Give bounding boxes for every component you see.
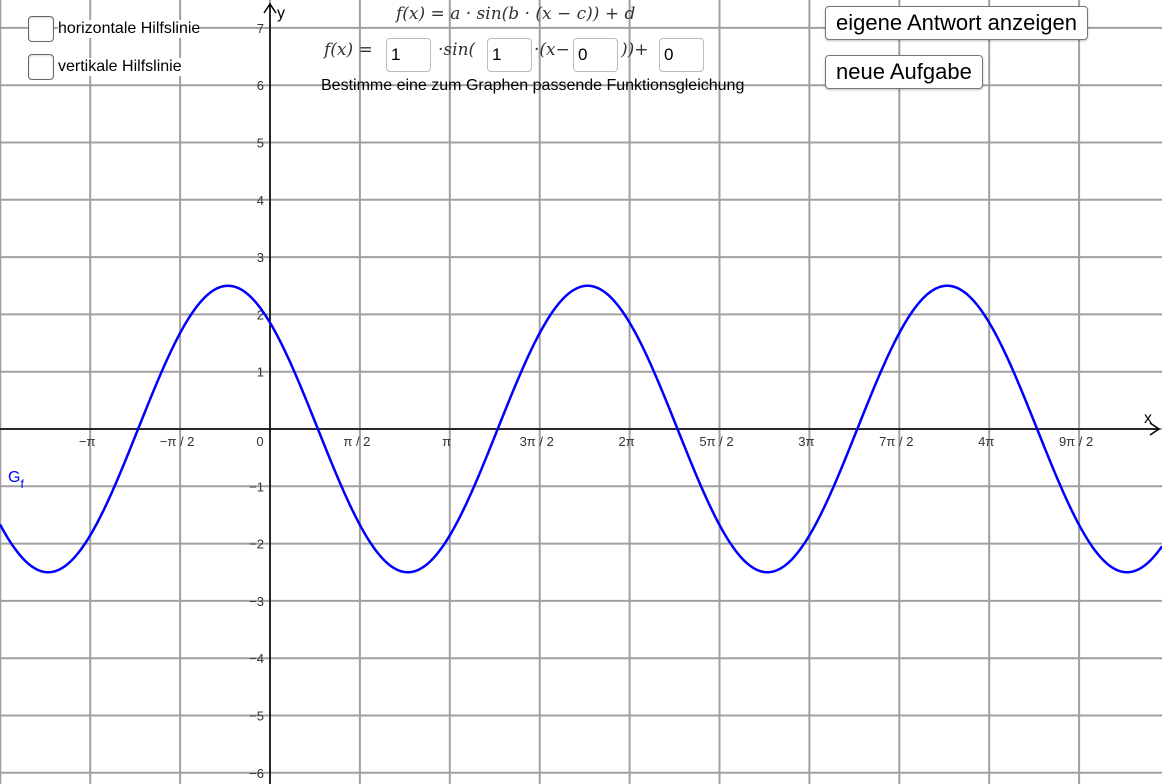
- y-tick-label: −2: [249, 537, 264, 552]
- tick-labels: x y 0 −π −π / 2 π / 2 π 3π / 2 2π 5π / 2 3π 7π / 2 4…: [79, 5, 1152, 781]
- x-axis-name: x: [1144, 410, 1152, 427]
- x-tick-label: 2π: [618, 434, 634, 449]
- y-axis-name: y: [277, 5, 285, 22]
- y-tick-label: 7: [257, 21, 264, 36]
- x-tick-label: 3π / 2: [520, 434, 554, 449]
- x-tick-label: π / 2: [343, 434, 370, 449]
- y-tick-label: 4: [257, 193, 264, 208]
- x-tick-label: 3π: [798, 434, 814, 449]
- task-instruction: Bestimme eine zum Graphen passende Funkt…: [321, 77, 745, 94]
- general-formula: f(x) = a · sin(b · (x − c)) + d: [396, 4, 636, 24]
- x-tick-label: 9π / 2: [1059, 434, 1093, 449]
- x-tick-label: −π / 2: [160, 434, 195, 449]
- input-a[interactable]: 1: [386, 38, 431, 72]
- input-d[interactable]: 0: [659, 38, 704, 72]
- y-tick-label: 2: [257, 307, 264, 322]
- new-task-button[interactable]: neue Aufgabe: [825, 55, 983, 89]
- x-tick-label: −π: [79, 434, 96, 449]
- input-c[interactable]: 0: [573, 38, 618, 72]
- y-axis-arrow: [263, 2, 277, 14]
- input-b[interactable]: 1: [487, 38, 532, 72]
- y-tick-label: 3: [257, 250, 264, 265]
- checkbox-label: vertikale Hilfslinie: [58, 58, 182, 76]
- x-axis-arrow: [1149, 422, 1161, 436]
- y-tick-label: −3: [249, 594, 264, 609]
- x-tick-label: 7π / 2: [879, 434, 913, 449]
- y-tick-label: −4: [249, 651, 264, 666]
- y-tick-label: 6: [257, 78, 264, 93]
- formula-sin: ·sin(: [438, 40, 476, 60]
- checkbox-box[interactable]: [28, 54, 54, 80]
- graph-label[interactable]: Gf: [8, 469, 24, 491]
- x-tick-label: 5π / 2: [699, 434, 733, 449]
- y-tick-label: 5: [257, 136, 264, 151]
- origin-label: 0: [256, 434, 263, 449]
- formula-mult: ·(x−: [534, 40, 570, 60]
- show-answer-button[interactable]: eigene Antwort anzeigen: [825, 6, 1088, 40]
- formula-input-row: f(x) = 1 ·sin( 1 ·(x− 0 ))+ 0: [0, 38, 800, 72]
- formula-close: ))+: [621, 40, 649, 60]
- x-tick-label: π: [442, 434, 451, 449]
- y-tick-label: −6: [249, 766, 264, 781]
- checkbox-box[interactable]: [28, 16, 54, 42]
- checkbox-vertical-helpline[interactable]: vertikale Hilfslinie: [28, 54, 182, 80]
- formula-prefix: f(x) =: [324, 40, 373, 60]
- checkbox-label: horizontale Hilfslinie: [58, 20, 201, 38]
- checkbox-horizontal-helpline[interactable]: horizontale Hilfslinie: [28, 16, 201, 42]
- x-tick-label: 4π: [978, 434, 994, 449]
- function-graph[interactable]: [0, 284, 1162, 574]
- y-tick-label: −5: [249, 709, 264, 724]
- y-tick-label: −1: [249, 479, 264, 494]
- y-tick-label: 1: [257, 365, 264, 380]
